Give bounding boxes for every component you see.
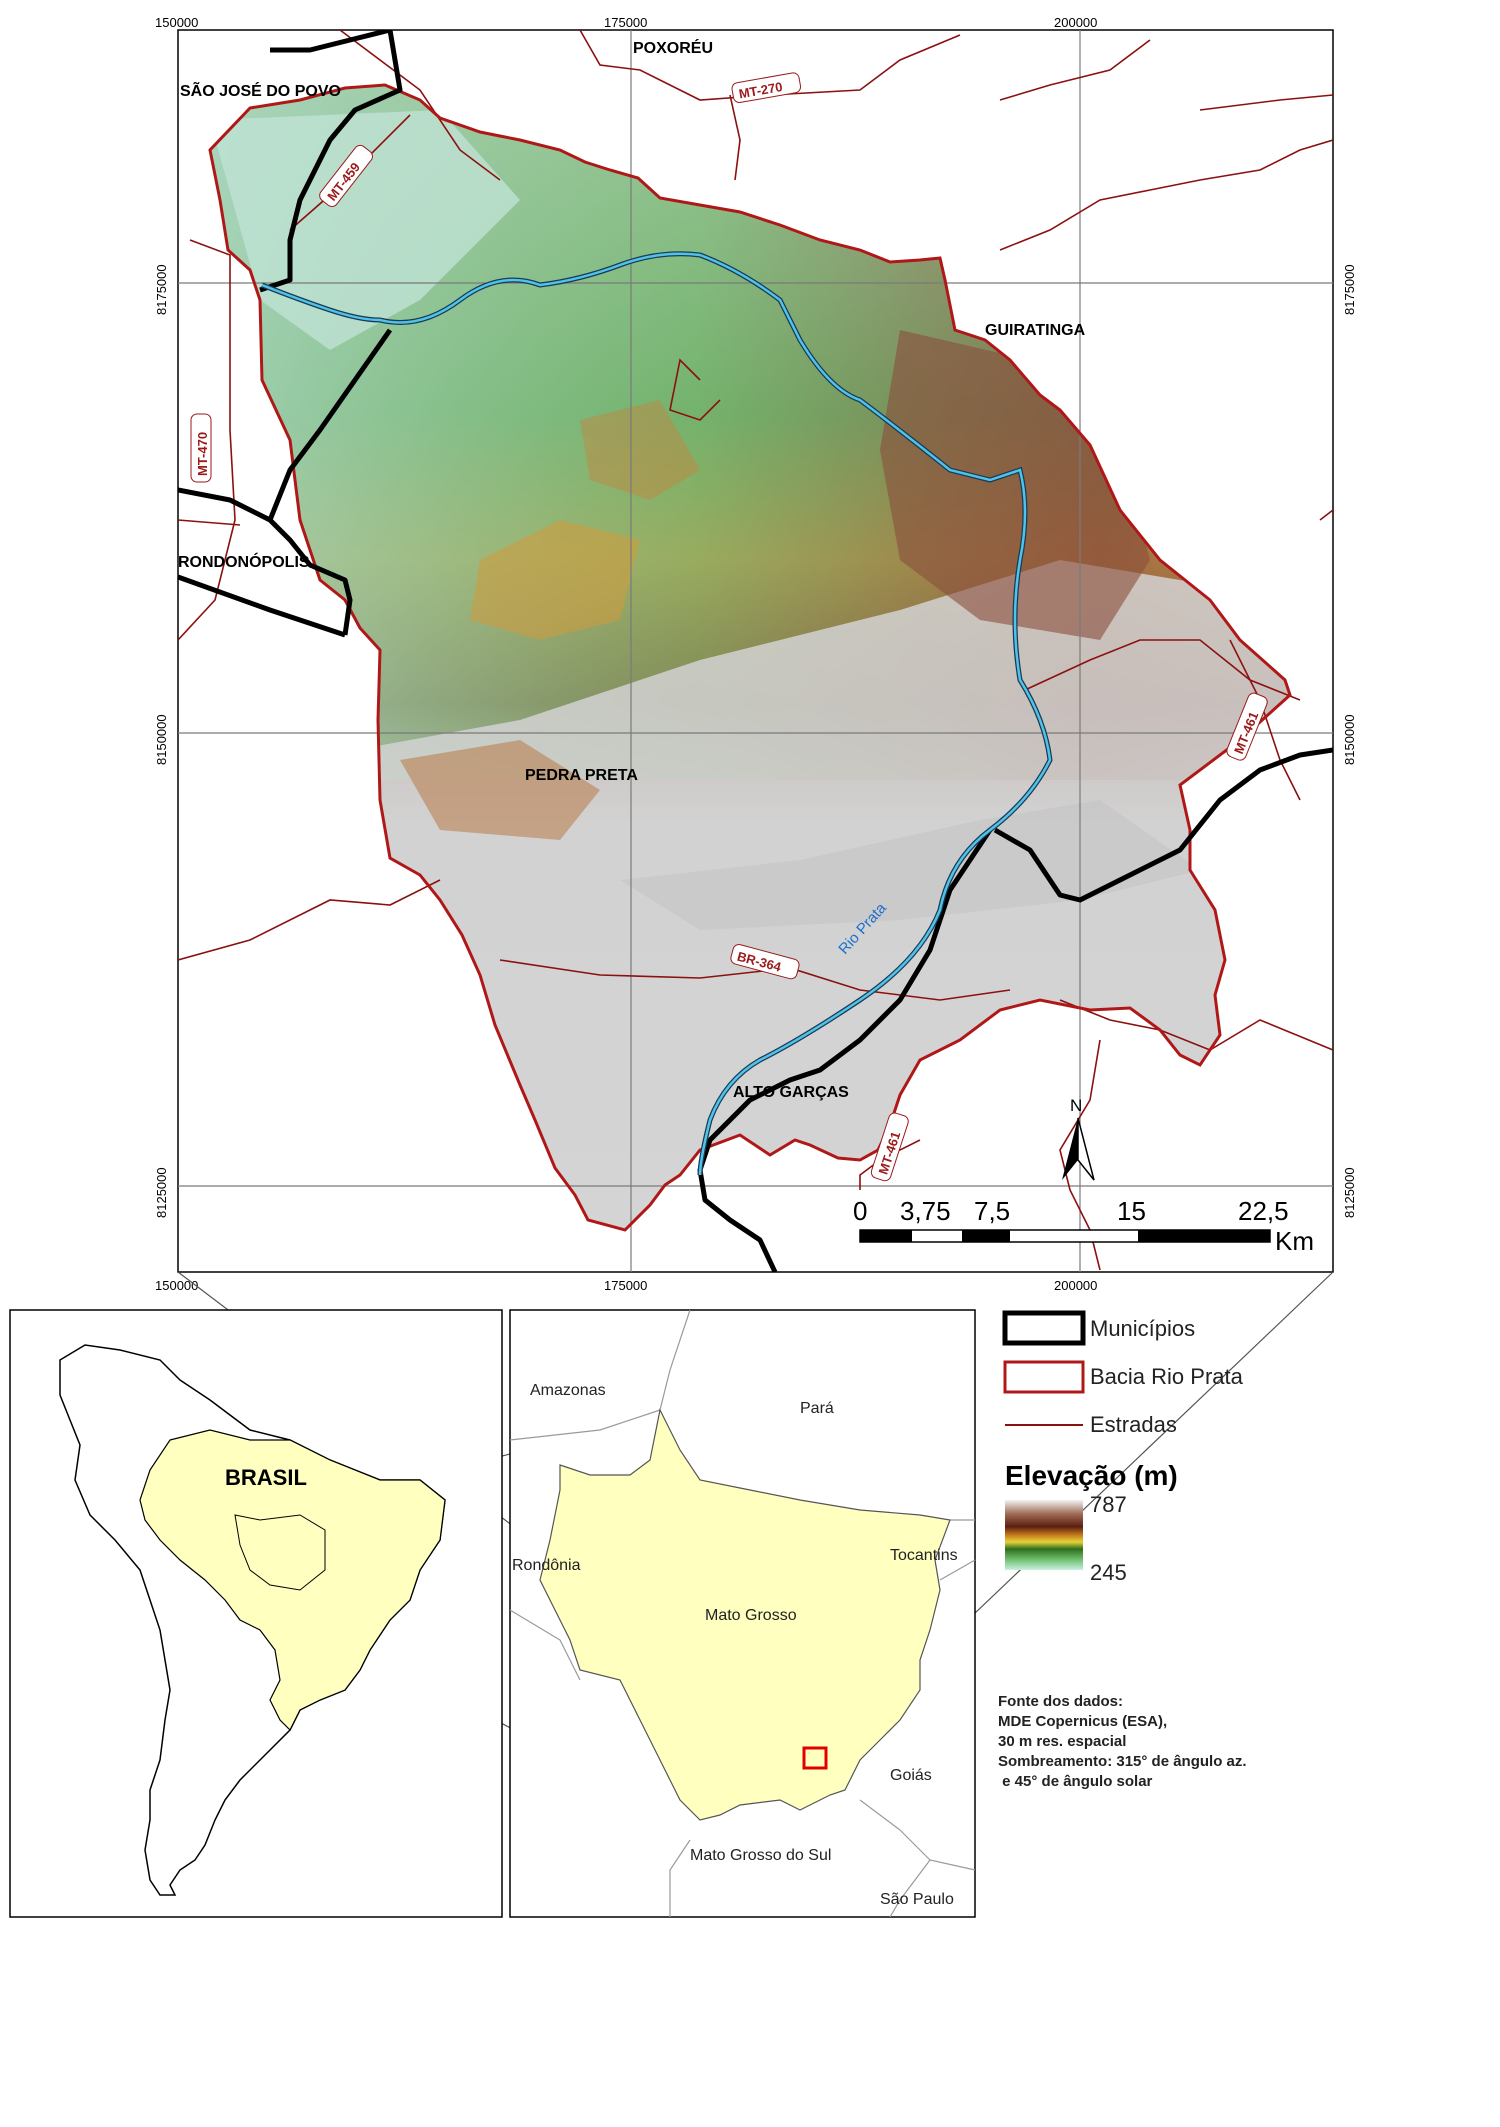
label-alto-garcas: ALTO GARÇAS [733,1084,849,1101]
elevation-title: Elevação (m) [1005,1460,1178,1491]
source-line-2: MDE Copernicus (ESA), [998,1713,1167,1730]
state-label-sao-paulo: São Paulo [880,1891,954,1908]
label-sao-jose: SÃO JOSÉ DO POVO [180,80,341,100]
coord-y-left-8175000: 8175000 [154,264,169,315]
coord-x-top-150000: 150000 [155,15,198,30]
state-label-ms: Mato Grosso do Sul [690,1847,831,1864]
source-line-5: e 45° de ângulo solar [998,1773,1153,1790]
state-labels: Amazonas Pará Rondônia Tocantins Mato Gr… [512,1382,958,1908]
legend-swatch-municipios [1002,1310,1086,1346]
coord-y-right-8150000: 8150000 [1342,714,1357,765]
elevation-color-ramp [1005,1500,1083,1570]
coord-x-top-200000: 200000 [1054,15,1097,30]
river-prata [261,251,1053,1176]
scale-label-15: 15 [1117,1196,1146,1226]
legend: Municípios Bacia Rio Prata Estradas Elev… [1002,1310,1244,1585]
scale-label-375: 3,75 [900,1196,951,1226]
coord-y-right-8125000: 8125000 [1342,1167,1357,1218]
scale-unit: Km [1275,1226,1314,1256]
state-label-para: Pará [800,1400,834,1417]
inset-mato-grosso-outline [234,1514,326,1591]
label-guiratinga: GUIRATINGA [985,322,1086,339]
legend-label-bacia: Bacia Rio Prata [1090,1364,1244,1389]
state-label-rondonia: Rondônia [512,1557,581,1574]
coord-x-bottom-175000: 175000 [604,1278,647,1293]
mato-grosso-shape [539,1408,951,1821]
north-arrow-label: N [1070,1096,1082,1115]
coord-x-bottom-200000: 200000 [1054,1278,1097,1293]
study-area-marker [802,1746,828,1770]
coord-y-left-8125000: 8125000 [154,1167,169,1218]
legend-swatch-bacia [1003,1360,1085,1394]
coord-y-left-8150000: 8150000 [154,714,169,765]
elevation-max: 787 [1090,1492,1127,1517]
state-label-mato-grosso: Mato Grosso [705,1607,797,1624]
label-poxoreu: POXORÉU [633,38,713,57]
source-line-4: Sombreamento: 315° de ângulo az. [998,1753,1247,1770]
place-labels: POXORÉU SÃO JOSÉ DO POVO RONDONÓPOLIS GU… [178,38,1086,1101]
coordinate-labels: 150000 175000 200000 150000 175000 20000… [154,15,1357,1293]
legend-label-estradas: Estradas [1090,1412,1177,1437]
brasil-label: BRASIL [225,1465,307,1490]
scale-bar: 0 3,75 7,5 15 22,5 Km [853,1196,1314,1256]
scale-label-75: 7,5 [974,1196,1010,1226]
label-pedra-preta: PEDRA PRETA [525,767,638,784]
basin-outline [208,83,1292,1232]
state-label-amazonas: Amazonas [530,1382,606,1399]
legend-label-municipios: Municípios [1090,1316,1195,1341]
north-arrow: N [1062,1096,1095,1181]
inset-mato-grosso: Amazonas Pará Rondônia Tocantins Mato Gr… [509,1309,976,1918]
scale-label-225: 22,5 [1238,1196,1289,1226]
label-rondonopolis: RONDONÓPOLIS [178,552,310,571]
brasil-shape [139,1429,446,1732]
source-line-1: Fonte dos dados: [998,1693,1123,1710]
coord-x-bottom-150000: 150000 [155,1278,198,1293]
road-label-mt470: MT-470 [195,432,210,476]
main-map: POXORÉU SÃO JOSÉ DO POVO RONDONÓPOLIS GU… [154,15,1357,1293]
elevation-min: 245 [1090,1560,1127,1585]
scale-label-0: 0 [853,1196,867,1226]
road-labels: MT-270 MT-459 MT-470 MT-461 BR-364 [190,72,1268,1182]
coord-y-right-8175000: 8175000 [1342,264,1357,315]
data-source: Fonte dos dados: MDE Copernicus (ESA), 3… [998,1693,1247,1790]
coord-x-top-175000: 175000 [604,15,647,30]
source-line-3: 30 m res. espacial [998,1733,1126,1750]
inset-south-america: BRASIL [9,1309,503,1918]
graticule [178,30,1333,1272]
state-label-goias: Goiás [890,1767,932,1784]
state-label-tocantins: Tocantins [890,1547,958,1564]
municipal-borders [178,30,1333,1272]
